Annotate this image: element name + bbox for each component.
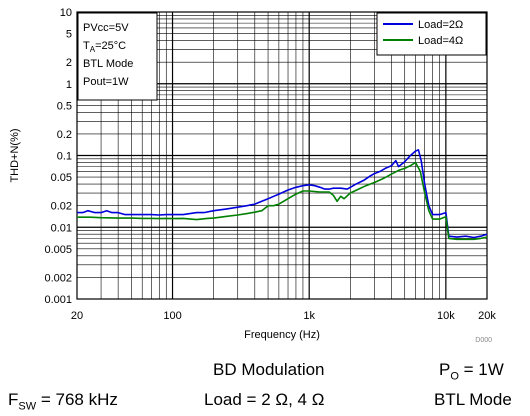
figure-id: D000 — [475, 337, 492, 344]
y-tick-label: 0.1 — [57, 151, 72, 163]
x-tick-label: 1k — [303, 310, 315, 322]
y-axis-label: THD+N(%) — [9, 128, 21, 182]
caption-modulation: BD Modulation — [213, 360, 325, 379]
x-axis-label: Frequency (Hz) — [244, 329, 320, 341]
caption-switching-frequency: FSW = 768 kHz — [8, 390, 118, 413]
y-tick-label: 10 — [60, 7, 72, 19]
condition-output-power: Pout=1W — [83, 76, 129, 88]
caption-output-power: PO = 1W — [439, 360, 504, 383]
legend-label-2: Load=4Ω — [418, 35, 463, 47]
x-tick-label: 100 — [163, 310, 181, 322]
y-tick-label: 0.02 — [51, 201, 72, 213]
y-tick-label: 0.5 — [57, 100, 72, 112]
caption-mode: BTL Mode — [434, 390, 512, 409]
series-layer — [77, 149, 488, 241]
condition-mode: BTL Mode — [83, 58, 133, 70]
y-tick-label: 2 — [66, 57, 72, 69]
x-tick-label: 10k — [437, 310, 455, 322]
x-tick-labels: 20 100 1k 10k 20k — [71, 310, 496, 322]
y-tick-label: 0.01 — [51, 222, 72, 234]
y-tick-label: 0.2 — [57, 129, 72, 141]
y-tick-label: 0.001 — [44, 294, 72, 306]
y-tick-label: 1 — [66, 79, 72, 91]
y-tick-label: 5 — [66, 29, 72, 41]
series-line-1 — [77, 149, 488, 239]
series-line-2 — [77, 161, 488, 241]
y-tick-label: 0.005 — [44, 244, 72, 256]
x-tick-label: 20 — [71, 310, 83, 322]
condition-temperature: TA=25°C — [83, 40, 126, 54]
conditions-box: PVcc=5V TA=25°C BTL Mode Pout=1W — [77, 12, 158, 101]
caption-load: Load = 2 Ω, 4 Ω — [204, 390, 325, 409]
x-tick-label: 20k — [478, 310, 496, 322]
plot-frame — [76, 11, 488, 300]
legend: Load=2Ω Load=4Ω — [376, 12, 487, 56]
legend-label-1: Load=2Ω — [418, 19, 463, 31]
condition-supply-voltage: PVcc=5V — [83, 22, 129, 34]
y-tick-label: 0.05 — [51, 172, 72, 184]
y-tick-labels: 10 5 2 1 0.5 0.2 0.1 0.05 0.02 0.01 0.005 0.002 0.00… — [44, 7, 72, 306]
y-tick-label: 0.002 — [44, 272, 72, 284]
